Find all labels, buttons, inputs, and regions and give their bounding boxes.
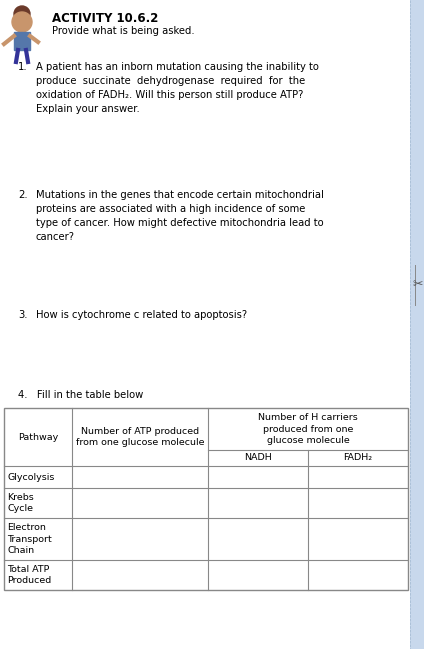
Text: Provide what is being asked.: Provide what is being asked. [52, 26, 195, 36]
Text: Electron
Transport
Chain: Electron Transport Chain [7, 523, 52, 555]
Text: Pathway: Pathway [18, 432, 58, 441]
Text: NADH: NADH [244, 454, 272, 463]
Text: How is cytochrome c related to apoptosis?: How is cytochrome c related to apoptosis… [36, 310, 247, 320]
Text: 3.: 3. [18, 310, 28, 320]
Text: Glycolysis: Glycolysis [7, 472, 54, 482]
Text: A patient has an inborn mutation causing the inability to
produce  succinate  de: A patient has an inborn mutation causing… [36, 62, 319, 114]
Text: Krebs
Cycle: Krebs Cycle [7, 493, 34, 513]
Text: FADH₂: FADH₂ [343, 454, 373, 463]
Text: 1.: 1. [18, 62, 28, 72]
Bar [14, 32, 30, 50]
Text: Number of ATP produced
from one glucose molecule: Number of ATP produced from one glucose … [76, 427, 204, 447]
Bar [4, 408, 408, 590]
Circle shape [14, 6, 30, 22]
Bar [410, 0, 424, 649]
Text: ✂: ✂ [413, 278, 423, 291]
Circle shape [12, 12, 32, 32]
Text: Total ATP
Produced: Total ATP Produced [7, 565, 51, 585]
Text: Number of H carriers
produced from one
glucose molecule: Number of H carriers produced from one g… [258, 413, 358, 445]
Text: 4.   Fill in the table below: 4. Fill in the table below [18, 390, 143, 400]
Bar [4, 408, 408, 590]
Text: Mutations in the genes that encode certain mitochondrial
proteins are associated: Mutations in the genes that encode certa… [36, 190, 324, 242]
Text: 2.: 2. [18, 190, 28, 200]
Text: ACTIVITY 10.6.2: ACTIVITY 10.6.2 [52, 12, 159, 25]
